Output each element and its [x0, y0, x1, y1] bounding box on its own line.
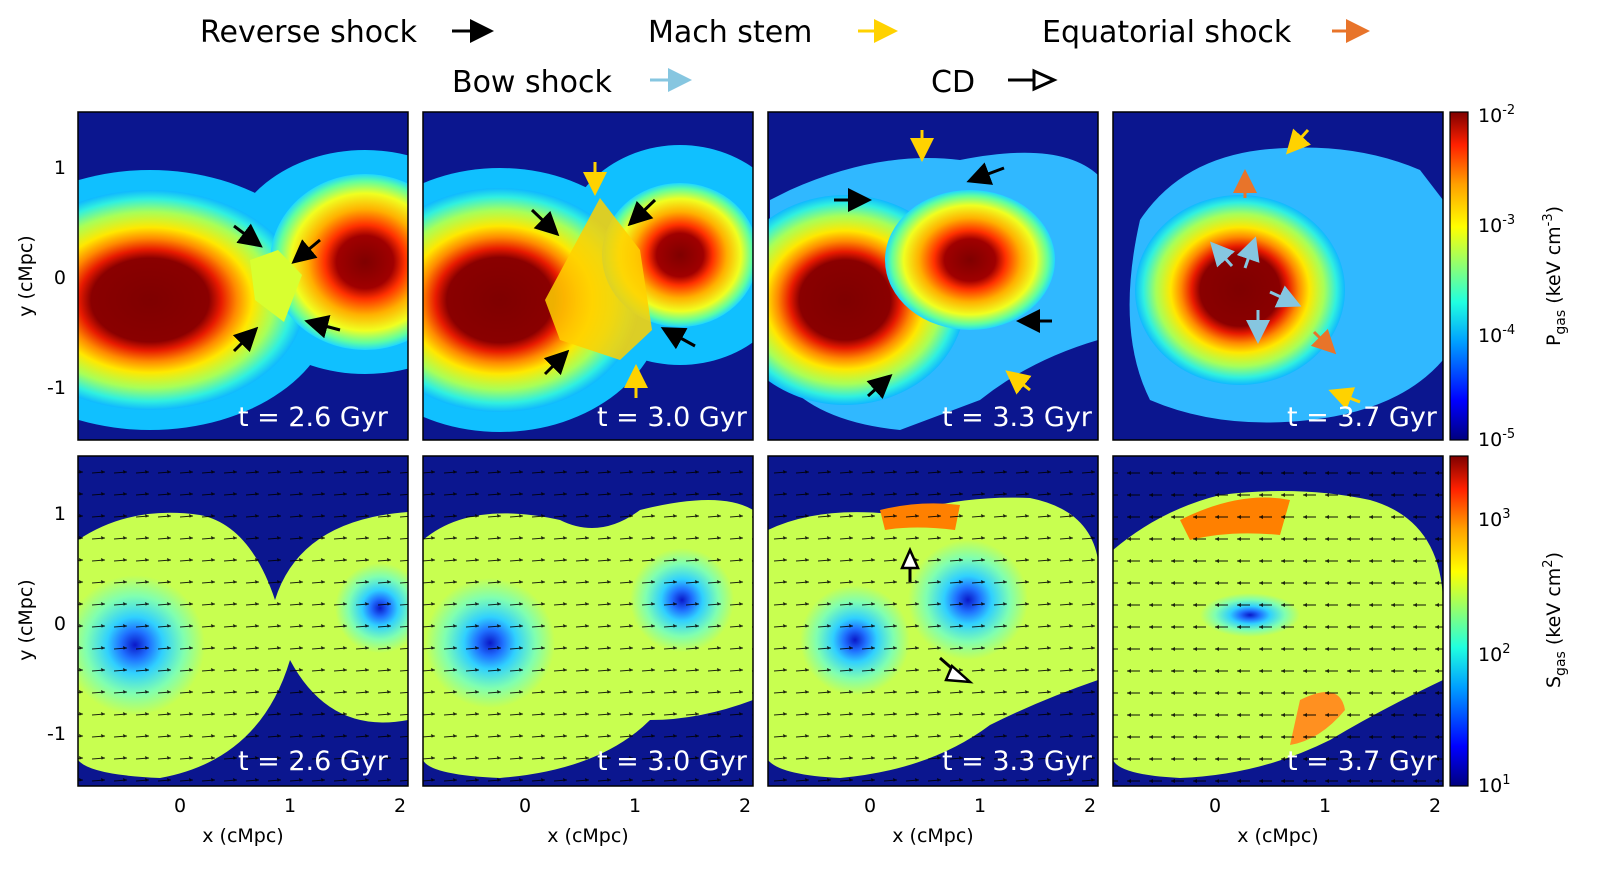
entropy-panel-1: t = 2.6 Gyr [77, 455, 409, 787]
pressure-panel-2: t = 3.0 Gyr [422, 111, 754, 441]
cd-arrow-icon [939, 656, 974, 684]
y-tick: -1 [47, 723, 66, 745]
x-axis-label: x (cMpc) [892, 825, 973, 847]
y-tick: 0 [54, 267, 66, 289]
cbar-tick: 10-3 [1478, 213, 1515, 237]
cbar-tick: 10-5 [1478, 427, 1515, 451]
panel-time-label: t = 3.0 Gyr [597, 402, 748, 433]
x-tick: 1 [629, 795, 641, 817]
x-tick: 2 [1084, 795, 1096, 817]
pressure-colorbar-label: Pgas (keV cm-3) [1541, 206, 1569, 346]
x-tick: 2 [739, 795, 751, 817]
x-axis-2: 0 1 2 x (cMpc) [519, 795, 751, 847]
panel-time-label: t = 3.7 Gyr [1287, 746, 1438, 777]
panel-time-label: t = 3.0 Gyr [597, 746, 748, 777]
pressure-panel-4: t = 3.7 Gyr [1112, 111, 1444, 441]
y-axis-label: y (cMpc) [15, 235, 37, 316]
cbar-tick: 101 [1478, 773, 1510, 797]
pressure-panel-1: t = 2.6 Gyr [77, 111, 409, 441]
x-tick: 0 [864, 795, 876, 817]
entropy-panel-2: t = 3.0 Gyr [422, 455, 754, 787]
x-axis-4: 0 1 2 x (cMpc) [1209, 795, 1441, 847]
x-tick: 0 [174, 795, 186, 817]
y-tick: 1 [54, 157, 66, 179]
entropy-colorbar: 103 102 101 Sgas (keV cm2) [1449, 455, 1569, 797]
pressure-colorbar: 10-2 10-3 10-4 10-5 Pgas (keV cm-3) [1449, 103, 1569, 451]
x-axis-label: x (cMpc) [202, 825, 283, 847]
x-axis-1: 0 1 2 x (cMpc) [174, 795, 406, 847]
x-tick: 0 [1209, 795, 1221, 817]
legend-equatorial-shock-label: Equatorial shock [1042, 15, 1292, 50]
y-axis-bottom: 1 0 -1 y (cMpc) [15, 503, 66, 745]
x-axis-label: x (cMpc) [547, 825, 628, 847]
legend-mach-stem-label: Mach stem [648, 15, 812, 50]
y-tick: 1 [54, 503, 66, 525]
legend: Reverse shock Mach stem Equatorial shock… [200, 15, 1370, 100]
panel-time-label: t = 3.7 Gyr [1287, 402, 1438, 433]
y-tick: 0 [54, 613, 66, 635]
entropy-colorbar-label: Sgas (keV cm2) [1541, 552, 1569, 688]
panel-time-label: t = 3.3 Gyr [942, 746, 1093, 777]
x-tick: 1 [1319, 795, 1331, 817]
cbar-tick: 10-2 [1478, 103, 1515, 127]
x-tick: 2 [394, 795, 406, 817]
cd-arrow-icon [900, 546, 920, 582]
cbar-tick: 103 [1478, 507, 1510, 531]
pressure-panel-3: t = 3.3 Gyr [767, 111, 1099, 441]
legend-cd-label: CD [931, 65, 975, 100]
cbar-tick: 102 [1478, 642, 1510, 666]
y-tick: -1 [47, 377, 66, 399]
panel-time-label: t = 2.6 Gyr [238, 746, 389, 777]
x-axis-label: x (cMpc) [1237, 825, 1318, 847]
legend-cd-hollow-arrow-icon [1008, 68, 1058, 92]
entropy-panel-3: t = 3.3 Gyr [767, 455, 1099, 787]
legend-bow-shock-label: Bow shock [452, 65, 613, 100]
y-axis-label: y (cMpc) [15, 579, 37, 660]
legend-reverse-shock-label: Reverse shock [200, 15, 418, 50]
panel-time-label: t = 2.6 Gyr [238, 402, 389, 433]
y-axis-top: 1 0 -1 y (cMpc) [15, 157, 66, 399]
x-tick: 1 [284, 795, 296, 817]
x-tick: 0 [519, 795, 531, 817]
entropy-panel-4: t = 3.7 Gyr [1112, 455, 1444, 787]
x-tick: 1 [974, 795, 986, 817]
x-axis-3: 0 1 2 x (cMpc) [864, 795, 1096, 847]
cbar-tick: 10-4 [1478, 323, 1515, 347]
panel-time-label: t = 3.3 Gyr [942, 402, 1093, 433]
x-tick: 2 [1429, 795, 1441, 817]
